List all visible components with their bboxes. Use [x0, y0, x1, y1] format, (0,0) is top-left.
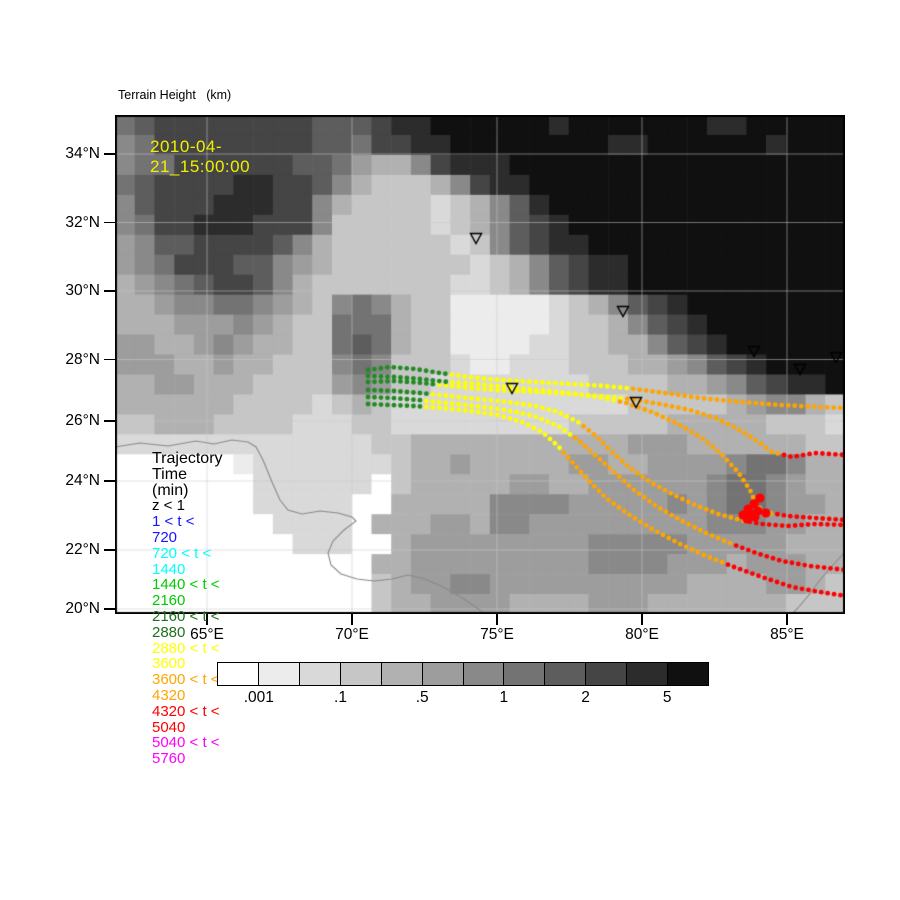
colorbar-label: .5 — [415, 689, 429, 706]
lon-tick-label: 85°E — [770, 626, 804, 643]
colorbar-cell — [340, 663, 382, 685]
colorbar-cell — [545, 663, 587, 685]
colorbar-cell — [218, 663, 259, 685]
lat-tick-label: 32°N — [65, 213, 100, 231]
timestamp-label: 2010-04-21_15:00:00 — [150, 137, 251, 176]
lat-tick-label: 28°N — [65, 350, 100, 368]
lon-tick-mark — [496, 614, 498, 625]
lat-tick-mark — [104, 221, 115, 224]
lat-tick-label: 26°N — [65, 412, 100, 429]
colorbar-cell — [422, 663, 464, 685]
lon-tick-mark — [641, 614, 643, 625]
colorbar-label: .1 — [334, 689, 347, 706]
lat-tick-label: 34°N — [65, 145, 100, 162]
lon-tick-label: 70°E — [335, 626, 369, 643]
lat-tick-label: 24°N — [65, 472, 100, 489]
lat-tick-mark — [104, 480, 115, 482]
lat-tick-mark — [104, 549, 115, 551]
colorbar-label: 5 — [662, 689, 672, 706]
lat-tick-mark — [104, 358, 115, 361]
colorbar-label: 1 — [499, 689, 509, 706]
lon-tick-mark — [206, 614, 208, 625]
colorbar-cell — [627, 663, 669, 685]
lat-tick-label: 30°N — [65, 282, 100, 299]
colorbar-cell — [299, 663, 341, 685]
legend-entry: 2880 < t < 3600 — [152, 639, 220, 673]
legend-entry: 1440 < t < 2160 — [152, 576, 220, 610]
colorbar-cell — [463, 663, 505, 685]
terrain-height-colorbar — [217, 662, 709, 686]
lat-tick-mark — [104, 420, 115, 422]
lon-tick-label: 65°E — [190, 626, 224, 643]
lon-tick-label: 75°E — [480, 626, 514, 643]
colorbar-cell — [381, 663, 423, 685]
legend-entry: 3600 < t < 4320 — [152, 671, 220, 704]
legend-title: Trajectory Time (min) — [152, 450, 223, 499]
legend-entry: 5040 < t < 5760 — [152, 734, 220, 768]
colorbar-cell — [504, 663, 546, 685]
lon-tick-label: 80°E — [625, 626, 659, 643]
lat-tick-mark — [104, 290, 115, 292]
legend-entry: 720 < t < 1440 — [152, 544, 212, 578]
lon-tick-mark — [351, 614, 353, 625]
lat-tick-label: 20°N — [65, 600, 100, 617]
legend-entry: z < 1 — [152, 497, 185, 515]
terrain-map-canvas — [115, 115, 845, 614]
lat-tick-mark — [104, 608, 115, 610]
lon-tick-mark — [786, 614, 788, 625]
lat-tick-mark — [104, 153, 115, 155]
lat-tick-label: 22°N — [65, 541, 100, 558]
legend-entry: 2160 < t < 2880 — [152, 607, 220, 641]
colorbar-cell — [258, 663, 300, 685]
colorbar-label: 2 — [581, 689, 590, 706]
legend-entry: 1 < t < 720 — [152, 513, 195, 546]
colorbar-cell — [586, 663, 628, 685]
colorbar-cell — [668, 663, 709, 685]
figure-title: Terrain Height (km) — [118, 88, 232, 102]
legend-entry: 4320 < t < 5040 — [152, 702, 220, 736]
colorbar-label: .001 — [243, 689, 274, 706]
